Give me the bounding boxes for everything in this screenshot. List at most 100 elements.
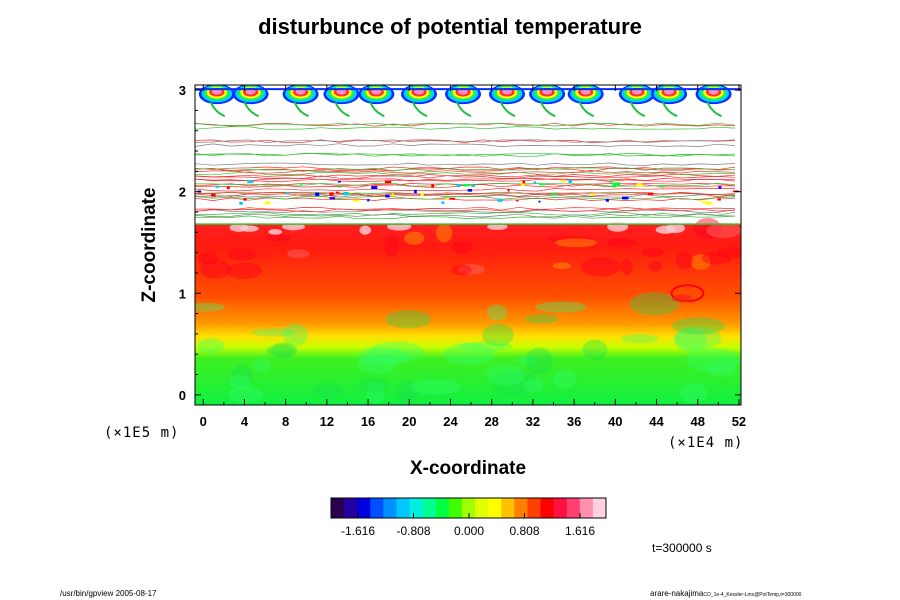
wave-tail: [412, 101, 428, 118]
speckle: [391, 193, 394, 197]
x-tick-label: 48: [690, 414, 704, 429]
warm-eddy: [555, 238, 597, 248]
speckle: [315, 192, 320, 196]
y-unit-label: (×1E5 m): [104, 425, 180, 441]
cool-patch: [313, 382, 344, 398]
colorbar-swatch: [435, 498, 450, 518]
pale-whorl: [359, 225, 371, 235]
speckle: [239, 201, 243, 205]
pale-whorl: [607, 221, 629, 232]
speckle: [300, 183, 303, 186]
warm-plume-core: [672, 294, 693, 303]
x-tick-label: 24: [443, 414, 458, 429]
contour-line: [195, 197, 736, 201]
contour-line: [195, 178, 736, 182]
contour-line: [195, 193, 736, 197]
cool-patch: [458, 341, 513, 352]
speckle: [243, 198, 247, 201]
pale-whorl: [239, 225, 259, 232]
colorbar-swatch: [540, 498, 555, 518]
colorbar-swatch: [475, 498, 489, 518]
warm-eddy: [199, 259, 232, 279]
pale-whorl: [268, 228, 283, 235]
warm-eddy: [606, 238, 637, 248]
speckle: [343, 191, 349, 196]
warm-eddy: [552, 262, 572, 270]
cool-patch: [482, 323, 514, 347]
cool-patch: [385, 310, 431, 329]
x-tick-label: 0: [200, 414, 207, 429]
cool-patch: [620, 334, 659, 344]
x-tick-label: 28: [484, 414, 498, 429]
speckle: [264, 201, 271, 205]
contour-line: [195, 209, 736, 213]
warm-eddy: [546, 236, 593, 243]
colorbar-swatch: [553, 498, 568, 518]
x-unit-label: (×1E4 m): [668, 435, 744, 451]
colorbar-swatch: [383, 498, 397, 518]
x-tick-label: 20: [402, 414, 416, 429]
cool-patch: [228, 386, 264, 404]
colorbar-tick-label: 0.808: [509, 524, 539, 538]
cool-patch: [486, 364, 526, 386]
contour-line: [195, 171, 736, 176]
contour-line: [195, 162, 736, 166]
x-tick-label: 32: [526, 414, 540, 429]
wave-tail: [369, 101, 385, 118]
wave-tail: [243, 101, 259, 118]
speckle: [338, 180, 341, 183]
wave-ring: [245, 88, 256, 95]
x-tick-label: 4: [241, 414, 249, 429]
speckle: [611, 184, 617, 188]
cool-patch: [251, 328, 296, 337]
wave-tail: [500, 101, 516, 118]
warm-eddy: [675, 252, 694, 270]
wave-ring: [631, 88, 642, 95]
warm-eddy: [435, 223, 453, 243]
cool-patch: [525, 347, 554, 375]
wave-tail: [456, 101, 472, 118]
speckle: [561, 179, 565, 183]
colorbar-swatch: [592, 498, 607, 518]
cool-patch: [629, 292, 680, 316]
speckle: [338, 185, 341, 188]
footer-command: /usr/bin/gpview 2005-08-17: [60, 589, 157, 598]
wave-tail: [706, 101, 722, 118]
y-tick-label: 1: [179, 286, 186, 301]
wave-ring: [458, 88, 469, 95]
contour-line: [195, 122, 736, 127]
cool-patch: [366, 380, 385, 404]
chart-title: disturbunce of potential temperature: [258, 14, 642, 39]
speckle: [614, 182, 621, 186]
cool-patch: [266, 344, 295, 358]
speckle: [717, 198, 721, 201]
contour-line: [195, 166, 736, 171]
contour-line: [195, 167, 736, 171]
warm-eddy: [717, 246, 741, 259]
warm-eddy: [690, 254, 711, 270]
speckle: [718, 186, 722, 189]
cool-patch: [518, 354, 538, 366]
cool-patch: [487, 304, 508, 321]
colorbar-swatch: [527, 498, 542, 518]
warm-eddy: [580, 257, 621, 277]
field-region: [195, 224, 741, 405]
speckle: [371, 186, 378, 190]
cool-patch: [357, 347, 409, 367]
x-tick-label: 36: [567, 414, 581, 429]
warm-eddy: [266, 233, 292, 242]
colorbar-swatch: [331, 498, 345, 518]
speckle: [211, 193, 216, 197]
cool-patch: [552, 370, 577, 389]
colorbar-swatch: [357, 498, 371, 518]
cool-patch: [673, 327, 722, 350]
speckle: [590, 193, 596, 196]
speckle: [445, 197, 449, 200]
cool-patch: [672, 317, 726, 335]
speckle: [636, 183, 643, 187]
speckle: [497, 199, 503, 202]
wave-ring: [502, 88, 513, 95]
y-tick-label: 0: [179, 388, 186, 403]
wave-tail: [334, 101, 350, 118]
